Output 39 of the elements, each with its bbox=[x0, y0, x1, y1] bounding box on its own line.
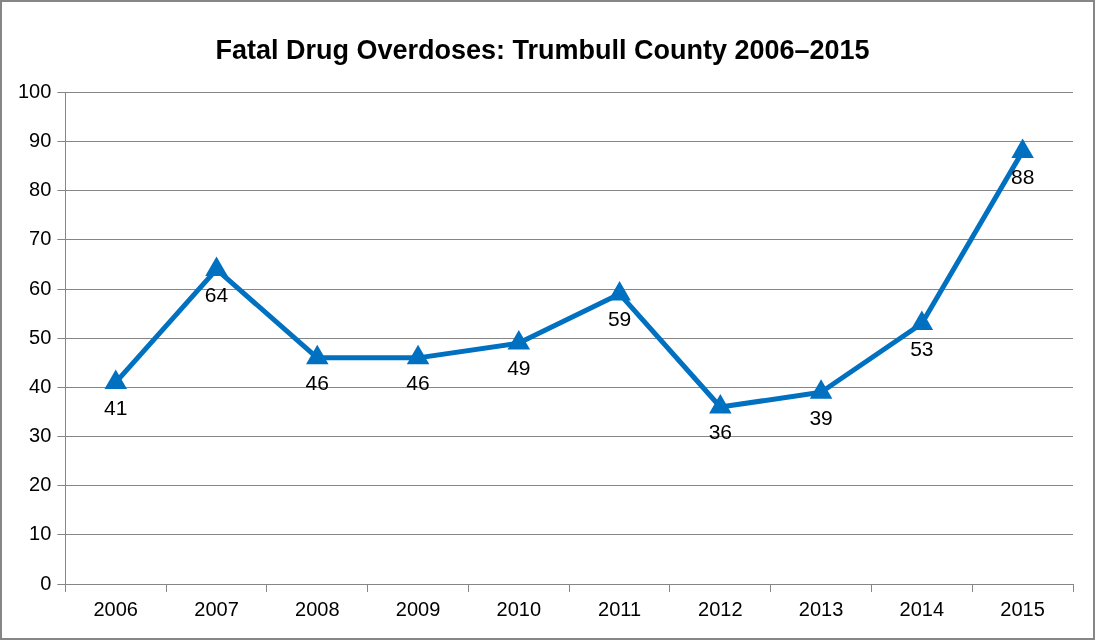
data-label: 59 bbox=[607, 307, 632, 331]
point bbox=[911, 310, 933, 330]
data-label: 53 bbox=[910, 336, 934, 360]
data-label: 46 bbox=[305, 371, 329, 395]
data-label: 64 bbox=[204, 282, 229, 306]
x-tick-label: 2008 bbox=[295, 597, 340, 620]
y-tick-label: 90 bbox=[29, 129, 52, 152]
x-tick-label: 2015 bbox=[1000, 597, 1045, 620]
x-tick-label: 2010 bbox=[496, 597, 542, 620]
data-label: 36 bbox=[708, 420, 733, 444]
data-label: 46 bbox=[406, 371, 430, 395]
y-tick-label: 30 bbox=[29, 424, 52, 447]
data-label: 39 bbox=[809, 405, 833, 429]
point bbox=[1011, 138, 1034, 158]
data-label: 41 bbox=[104, 395, 128, 419]
data-label: 88 bbox=[1010, 164, 1035, 188]
chart-title: Fatal Drug Overdoses: Trumbull County 2006–2015 bbox=[215, 34, 870, 65]
x-tick-label: 2011 bbox=[598, 597, 642, 620]
x-tick-label: 2006 bbox=[93, 597, 138, 620]
y-tick-label: 100 bbox=[17, 79, 52, 102]
y-tick-label: 0 bbox=[40, 571, 52, 594]
x-tick-label: 2007 bbox=[194, 597, 239, 620]
y-tick-label: 60 bbox=[29, 276, 52, 299]
x-tick-label: 2009 bbox=[395, 597, 441, 620]
y-tick-label: 70 bbox=[29, 227, 52, 250]
data-label: 49 bbox=[507, 356, 531, 380]
y-tick-label: 50 bbox=[29, 325, 52, 348]
point bbox=[205, 256, 228, 276]
y-tick-label: 20 bbox=[29, 473, 52, 496]
point bbox=[709, 394, 732, 414]
y-tick-label: 40 bbox=[29, 374, 52, 397]
y-tick-label: 10 bbox=[29, 522, 52, 545]
point bbox=[104, 369, 127, 389]
x-tick-label: 2013 bbox=[798, 597, 844, 620]
point bbox=[810, 379, 833, 399]
x-tick-label: 2012 bbox=[698, 597, 743, 620]
point bbox=[507, 330, 530, 350]
x-tick-label: 2014 bbox=[899, 597, 945, 620]
y-tick-label: 80 bbox=[29, 178, 52, 201]
